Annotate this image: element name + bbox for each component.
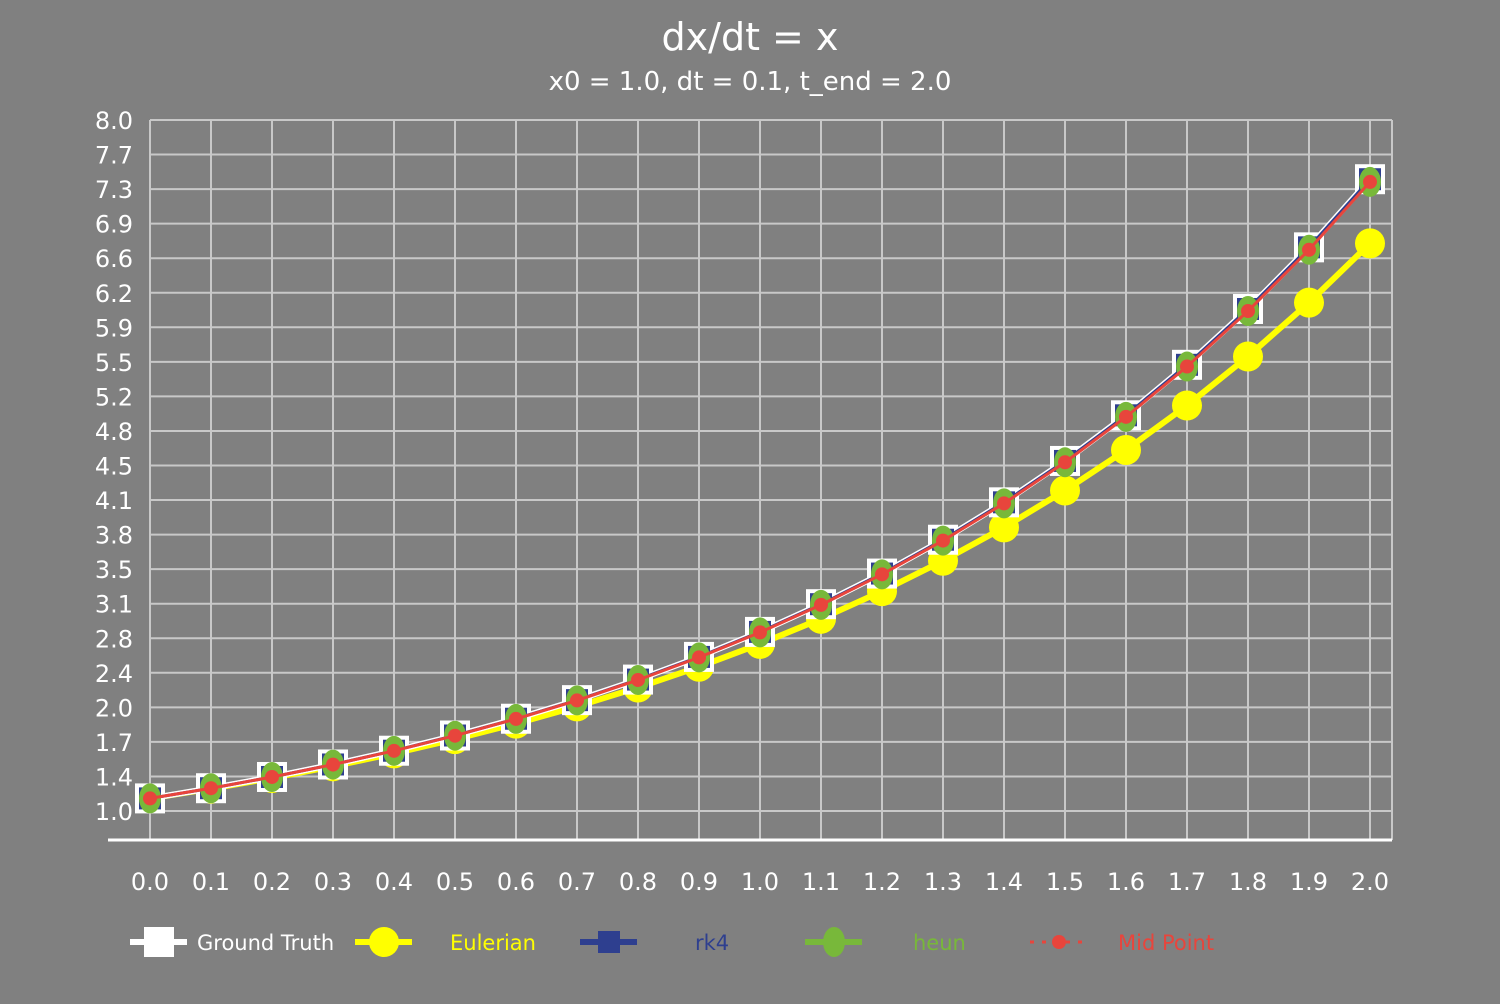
x-tick-label: 1.0: [741, 868, 779, 896]
y-tick-label: 3.8: [95, 522, 133, 550]
x-tick-label: 1.3: [924, 868, 962, 896]
y-tick-label: 7.3: [95, 176, 133, 204]
data-point: [143, 791, 157, 806]
data-point: [936, 533, 950, 548]
y-tick-label: 1.0: [95, 798, 133, 826]
data-point: [1233, 341, 1263, 372]
y-tick-label: 2.0: [95, 694, 133, 722]
y-tick-label: 3.5: [95, 556, 133, 584]
data-point: [1363, 174, 1377, 189]
x-tick-label: 0.0: [131, 868, 169, 896]
x-tick-label: 0.1: [192, 868, 230, 896]
x-tick-label: 1.2: [863, 868, 901, 896]
legend-marker: [823, 927, 845, 957]
legend: Ground Truth Eulerian rk4 heun Mid Point: [130, 927, 1214, 957]
data-point: [1119, 409, 1133, 424]
legend-marker: [369, 927, 399, 957]
data-point: [1302, 242, 1316, 257]
chart-subtitle: x0 = 1.0, dt = 0.1, t_end = 2.0: [549, 67, 952, 97]
data-point: [1294, 287, 1324, 318]
legend-marker: [598, 931, 620, 953]
data-point: [875, 567, 889, 582]
data-point: [1058, 455, 1072, 470]
legend-marker: [1052, 935, 1066, 949]
data-point: [1355, 228, 1385, 259]
x-tick-label: 0.5: [436, 868, 474, 896]
legend-label: heun: [913, 931, 966, 955]
y-tick-label: 8.0: [95, 107, 133, 135]
y-tick-label: 6.6: [95, 245, 133, 273]
x-tick-label: 1.6: [1107, 868, 1145, 896]
y-tick-label: 5.9: [95, 314, 133, 342]
y-tick-label: 4.5: [95, 453, 133, 481]
data-point: [1050, 475, 1080, 506]
data-point: [989, 512, 1019, 543]
series-mid-point: [143, 174, 1377, 806]
y-tick-label: 4.1: [95, 487, 133, 515]
legend-label: Eulerian: [450, 931, 536, 955]
data-point: [1172, 390, 1202, 421]
data-point: [1180, 359, 1194, 374]
series-layer: [135, 164, 1385, 814]
y-tick-label: 1.7: [95, 729, 133, 757]
data-point: [814, 597, 828, 612]
axes: 1.0 1.4 1.7 2.0 2.4 2.8 3.1 3.5 3.8 4.1 4.5 4.8 5.2 5…: [95, 107, 1392, 896]
data-point: [997, 496, 1011, 511]
y-tick-label: 3.1: [95, 591, 133, 619]
legend-label: Mid Point: [1118, 931, 1214, 955]
y-tick-label: 2.4: [95, 660, 133, 688]
x-tick-label: 0.8: [619, 868, 657, 896]
x-tick-label: 1.7: [1168, 868, 1206, 896]
legend-item-heun: heun: [805, 927, 966, 957]
data-point: [570, 693, 584, 708]
data-point: [204, 781, 218, 796]
data-point: [509, 711, 523, 726]
x-tick-label: 0.2: [253, 868, 291, 896]
data-point: [265, 769, 279, 784]
y-tick-label: 4.8: [95, 418, 133, 446]
y-tick-label: 5.2: [95, 383, 133, 411]
data-point: [1241, 304, 1255, 319]
data-point: [1111, 434, 1141, 465]
legend-item-rk4: rk4: [580, 931, 729, 955]
x-tick-label: 1.8: [1229, 868, 1267, 896]
data-point: [448, 728, 462, 743]
x-tick-label: 1.4: [985, 868, 1023, 896]
x-tick-label: 0.6: [497, 868, 535, 896]
data-point: [387, 743, 401, 758]
y-tick-label: 2.8: [95, 625, 133, 653]
y-tick-label: 6.2: [95, 280, 133, 308]
grid: [149, 119, 1393, 840]
legend-item-ground-truth: Ground Truth: [130, 927, 334, 957]
legend-label: Ground Truth: [197, 931, 334, 955]
x-tick-label: 1.9: [1290, 868, 1328, 896]
legend-marker: [144, 927, 174, 957]
x-tick-label: 0.4: [375, 868, 413, 896]
chart-title: dx/dt = x: [662, 15, 839, 59]
legend-item-eulerian: Eulerian: [355, 927, 536, 957]
x-tick-label: 1.5: [1046, 868, 1084, 896]
data-point: [753, 625, 767, 640]
data-point: [692, 650, 706, 665]
data-point: [631, 672, 645, 687]
y-tick-label: 7.7: [95, 142, 133, 170]
y-tick-label: 1.4: [95, 763, 133, 791]
x-tick-label: 0.9: [680, 868, 718, 896]
legend-label: rk4: [695, 931, 729, 955]
data-point: [326, 757, 340, 772]
legend-item-mid-point: Mid Point: [1030, 931, 1214, 955]
x-tick-label: 1.1: [802, 868, 840, 896]
x-tick-label: 0.3: [314, 868, 352, 896]
x-tick-label: 0.7: [558, 868, 596, 896]
y-tick-label: 6.9: [95, 211, 133, 239]
y-tick-label: 5.5: [95, 349, 133, 377]
x-tick-label: 2.0: [1351, 868, 1389, 896]
